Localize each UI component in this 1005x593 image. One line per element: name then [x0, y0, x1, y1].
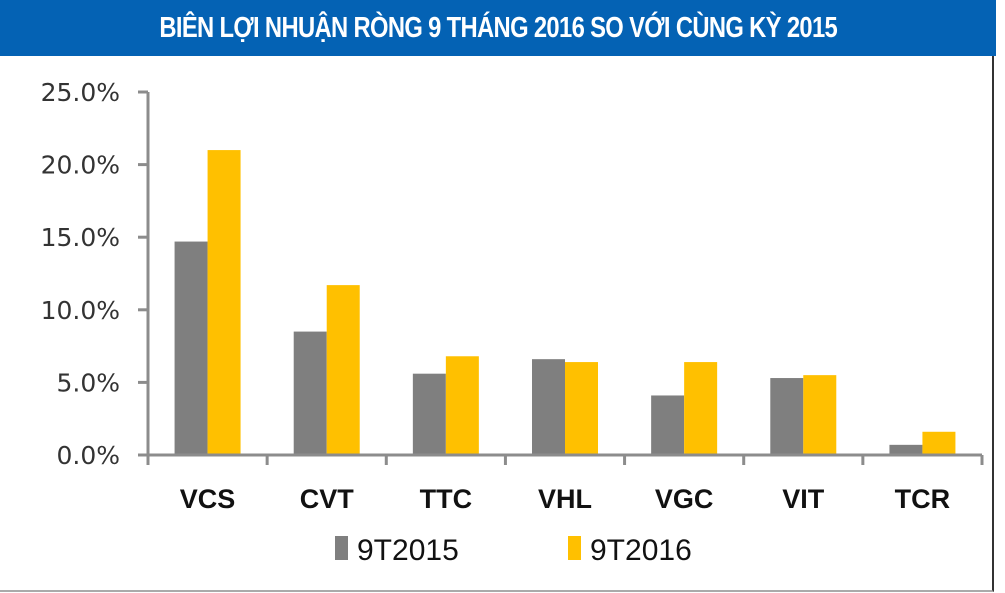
y-tick-label: 20.0% — [41, 151, 120, 180]
bar-9t2016-vhl — [565, 362, 598, 455]
title-bar: BIÊN LỢI NHUẬN RÒNG 9 THÁNG 2016 SO VỚI … — [0, 0, 996, 56]
legend-swatch — [335, 536, 348, 560]
bar-9t2016-ttc — [445, 356, 479, 455]
legend: 9T2015 9T2016 — [335, 534, 692, 567]
x-tick-label: VCS — [180, 484, 236, 514]
bar-9t2015-vgc — [651, 395, 685, 455]
bar-9t2015-ttc — [412, 373, 446, 455]
y-tick-label: 25.0% — [41, 78, 120, 107]
bar-9t2015-vhl — [532, 359, 565, 455]
x-tick-label: VGC — [655, 484, 714, 514]
x-tick-label: VHL — [538, 484, 592, 514]
legend-label: 9T2015 — [357, 534, 459, 567]
x-tick-label: VIT — [782, 484, 825, 514]
y-axis: 0.0% 5.0% 10.0% 15.0% 20.0% 25.0% — [41, 78, 150, 470]
bar-9t2016-vgc — [684, 362, 718, 455]
bar-9t2015-vcs — [174, 241, 208, 455]
x-tick-label: CVT — [300, 484, 355, 514]
legend-swatch — [568, 536, 581, 560]
x-axis: VCS CVT TTC VHL VGC VIT TCR — [138, 453, 984, 514]
bar-9t2016-tcr — [922, 431, 956, 455]
bar-9t2015-vit — [770, 378, 804, 455]
bar-9t2016-vcs — [207, 150, 241, 455]
bars — [174, 150, 956, 455]
bar-9t2016-vit — [803, 375, 837, 455]
x-tick-label: TTC — [420, 484, 472, 514]
legend-label: 9T2016 — [590, 534, 692, 567]
y-tick-label: 10.0% — [41, 296, 120, 325]
bar-9t2016-cvt — [326, 285, 360, 455]
bar-9t2015-cvt — [293, 331, 327, 455]
y-tick-label: 0.0% — [56, 441, 120, 470]
x-tick-label: TCR — [895, 484, 951, 514]
y-tick-label: 15.0% — [41, 223, 120, 252]
bar-9t2015-tcr — [889, 444, 923, 455]
y-tick-label: 5.0% — [56, 368, 120, 397]
chart-title: BIÊN LỢI NHUẬN RÒNG 9 THÁNG 2016 SO VỚI … — [159, 11, 837, 44]
